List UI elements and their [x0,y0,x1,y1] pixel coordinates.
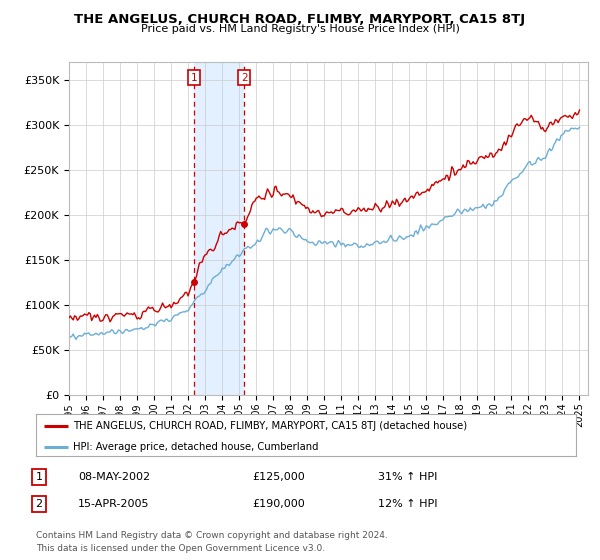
Text: THE ANGELUS, CHURCH ROAD, FLIMBY, MARYPORT, CA15 8TJ (detached house): THE ANGELUS, CHURCH ROAD, FLIMBY, MARYPO… [73,421,467,431]
Text: 2: 2 [241,73,247,83]
Text: 2: 2 [35,499,43,509]
Text: £125,000: £125,000 [252,472,305,482]
Text: 1: 1 [35,472,43,482]
Text: Price paid vs. HM Land Registry's House Price Index (HPI): Price paid vs. HM Land Registry's House … [140,24,460,34]
Bar [194,62,244,395]
Text: 1: 1 [191,73,197,83]
Text: 15-APR-2005: 15-APR-2005 [78,499,149,509]
Text: THE ANGELUS, CHURCH ROAD, FLIMBY, MARYPORT, CA15 8TJ: THE ANGELUS, CHURCH ROAD, FLIMBY, MARYPO… [74,13,526,26]
Text: 08-MAY-2002: 08-MAY-2002 [78,472,150,482]
Text: HPI: Average price, detached house, Cumberland: HPI: Average price, detached house, Cumb… [73,442,318,452]
Text: £190,000: £190,000 [252,499,305,509]
Text: 31% ↑ HPI: 31% ↑ HPI [378,472,437,482]
Text: 12% ↑ HPI: 12% ↑ HPI [378,499,437,509]
Text: Contains HM Land Registry data © Crown copyright and database right 2024.
This d: Contains HM Land Registry data © Crown c… [36,531,388,553]
